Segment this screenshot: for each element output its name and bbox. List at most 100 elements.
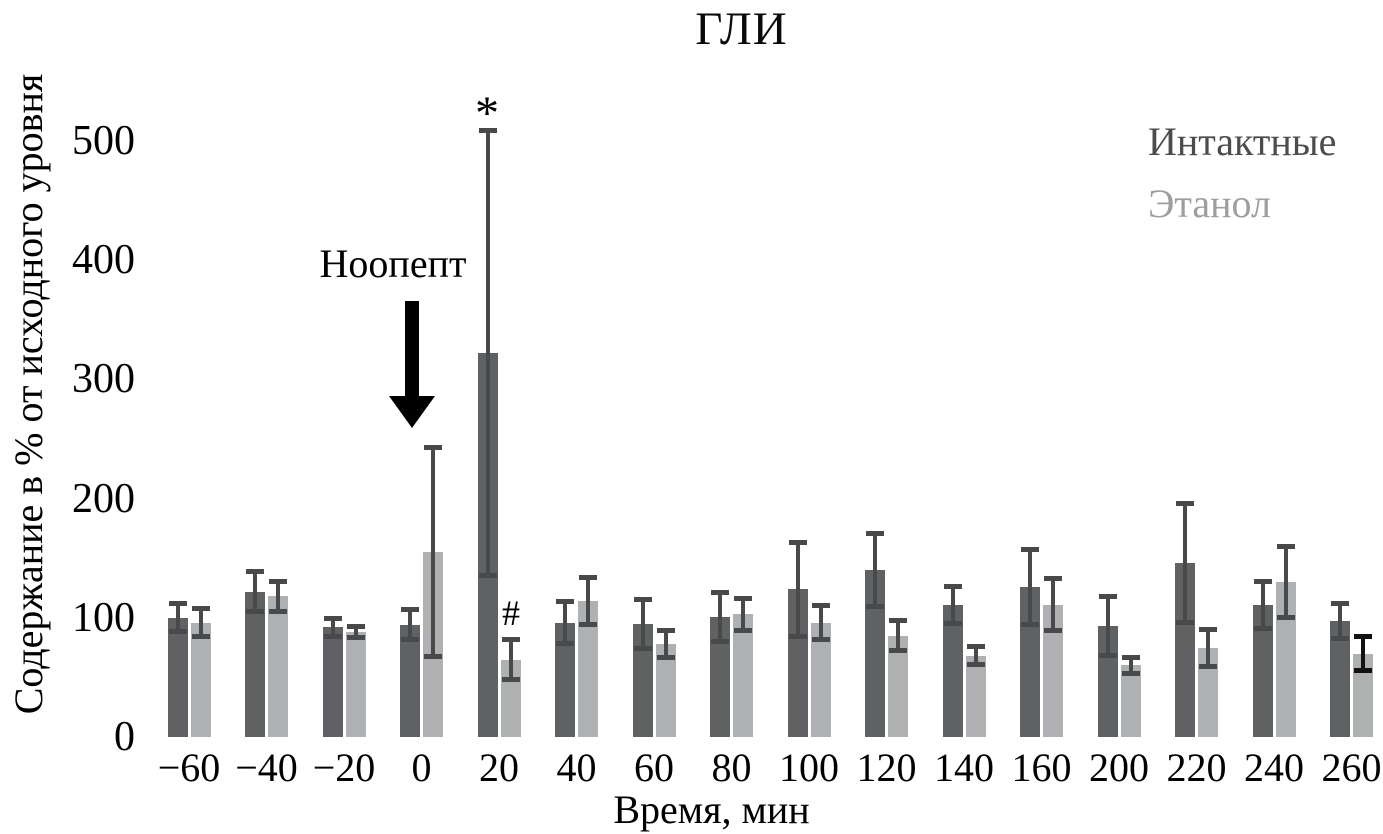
error-bar-line: [563, 601, 567, 645]
error-bar-line: [1206, 628, 1210, 667]
error-bar-cap-bottom: [943, 620, 962, 626]
error-bar-cap-bottom: [866, 604, 884, 610]
legend-item-intact: Интактные: [1148, 119, 1337, 164]
bar-intact: [865, 570, 885, 737]
error-bar-line: [1338, 603, 1342, 640]
bar-intact: [167, 617, 188, 737]
bar-intact: [632, 623, 653, 737]
significance-hash: #: [502, 593, 520, 633]
x-tick-label: 220: [1166, 745, 1227, 790]
bar-intact: [400, 624, 420, 737]
x-tick-label: 40: [556, 745, 597, 790]
y-tick-label: 0: [114, 714, 135, 760]
error-bar-cap-bottom: [656, 655, 675, 661]
error-bar-cap-top: [866, 531, 884, 537]
error-bar-line: [818, 604, 823, 641]
bar-ethanol: [733, 614, 753, 737]
chart-title: ГЛИ: [695, 3, 788, 55]
error-bar-line: [1105, 596, 1110, 656]
error-bar-cap-bottom: [579, 621, 597, 627]
error-bar-line: [1361, 635, 1365, 672]
error-bar-cap-top: [579, 575, 597, 581]
y-tick-label: 300: [72, 356, 135, 403]
bar-intact: [1252, 604, 1273, 737]
bar-ethanol: [1120, 665, 1141, 737]
error-bar-cap-top: [1331, 601, 1349, 607]
error-bar-cap-top: [501, 637, 520, 643]
error-bar-cap-bottom: [889, 648, 907, 654]
error-bar-cap-top: [401, 607, 419, 613]
error-bar-line: [175, 603, 180, 633]
error-bar-cap-bottom: [1121, 670, 1140, 676]
error-bar-cap-top: [889, 618, 907, 624]
bar-ethanol: [1043, 604, 1063, 737]
error-bar-cap-bottom: [1021, 621, 1039, 627]
error-bar-line: [950, 585, 955, 624]
error-bar-cap-top: [1121, 655, 1140, 661]
error-bar-cap-top: [1098, 594, 1117, 600]
error-bar-line: [1283, 546, 1288, 618]
y-tick-label: 200: [72, 475, 135, 522]
error-bar-line: [1051, 578, 1055, 631]
error-bar-line: [718, 591, 722, 642]
bar-intact: [787, 589, 808, 737]
error-bar-cap-top: [246, 569, 264, 575]
bar-intact: [322, 627, 343, 737]
error-bar-cap-top: [1176, 501, 1194, 507]
error-bar-cap-bottom: [246, 608, 264, 614]
error-bar-line: [896, 620, 900, 652]
error-bar-cap-bottom: [1354, 668, 1372, 674]
error-bar-line: [485, 130, 490, 577]
error-bar-cap-bottom: [1044, 627, 1062, 633]
bar-ethanol: [888, 635, 908, 737]
error-bar-cap-top: [943, 583, 962, 589]
error-bar-line: [1028, 548, 1032, 625]
error-bar-line: [431, 447, 435, 658]
bar-intact: [245, 591, 265, 737]
error-bar-cap-bottom: [633, 645, 652, 651]
bar-ethanol: [190, 622, 211, 737]
bar-intact: [1175, 562, 1195, 737]
error-bar-line: [586, 577, 590, 625]
error-bar-cap-bottom: [1331, 636, 1349, 642]
error-bar-cap-top: [168, 601, 187, 607]
error-bar-cap-top: [734, 595, 752, 601]
bar-intact: [942, 604, 963, 737]
error-bar-cap-top: [424, 445, 442, 451]
error-bar-cap-top: [478, 128, 497, 134]
bar-ethanol: [965, 655, 986, 737]
error-bar-cap-top: [1253, 578, 1272, 584]
error-bar-line: [873, 533, 877, 608]
x-tick-label: −40: [235, 745, 298, 790]
error-bar-cap-bottom: [478, 573, 497, 579]
x-tick-label: 100: [779, 745, 839, 790]
error-bar-line: [663, 629, 668, 659]
bar-ethanol: [1198, 647, 1218, 737]
error-bar-cap-bottom: [1276, 614, 1295, 620]
down-arrow-head-icon: [389, 396, 435, 428]
bar-intact: [555, 622, 575, 737]
error-bar-cap-bottom: [424, 654, 442, 660]
x-tick-label: 120: [856, 745, 917, 790]
error-bar-cap-top: [788, 539, 807, 545]
bar-ethanol: [1353, 653, 1373, 737]
error-bar-cap-bottom: [1199, 663, 1217, 669]
error-bar-cap-top: [1276, 544, 1295, 550]
error-bar-cap-bottom: [1098, 652, 1117, 658]
x-tick-label: 200: [1089, 745, 1149, 790]
x-tick-label: 20: [479, 745, 519, 790]
bar-ethanol: [1275, 582, 1296, 737]
error-bar-cap-bottom: [269, 608, 287, 614]
error-bar-line: [1128, 657, 1133, 674]
bar-intact: [1330, 621, 1350, 737]
error-bar-line: [198, 608, 203, 637]
error-bar-cap-top: [811, 602, 830, 608]
error-bar-cap-bottom: [734, 627, 752, 633]
x-tick-label: −60: [157, 745, 221, 790]
error-bar-cap-bottom: [966, 662, 985, 668]
error-bar-cap-bottom: [346, 635, 365, 641]
x-tick-label: 0: [411, 745, 432, 790]
y-tick-label: 100: [72, 594, 135, 641]
error-bar-cap-top: [966, 644, 985, 650]
error-bar-cap-top: [656, 627, 675, 633]
